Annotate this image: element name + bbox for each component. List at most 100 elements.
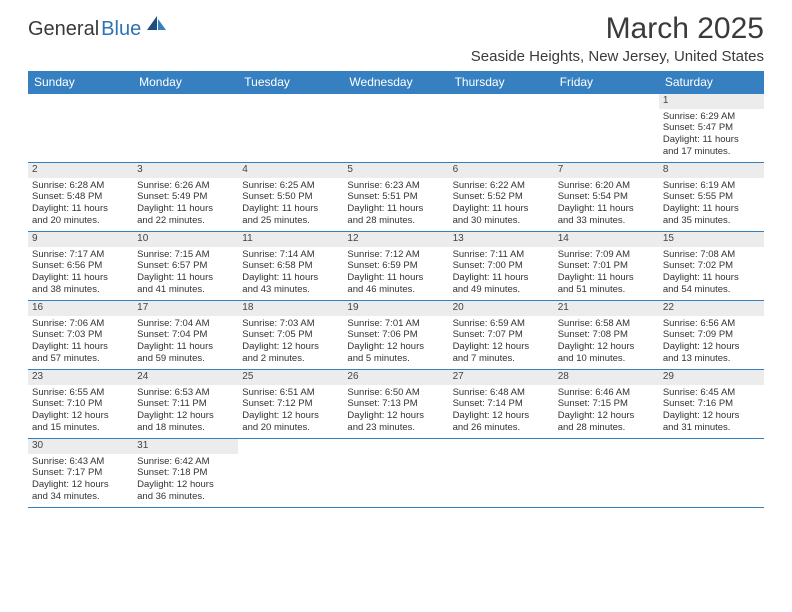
day-detail-ss: Sunset: 7:16 PM xyxy=(663,398,760,410)
day-cell: 28Sunrise: 6:46 AMSunset: 7:15 PMDayligh… xyxy=(554,370,659,438)
week-row: 2Sunrise: 6:28 AMSunset: 5:48 PMDaylight… xyxy=(28,163,764,232)
header: General Blue March 2025 Seaside Heights,… xyxy=(28,12,764,65)
day-cell xyxy=(28,94,133,162)
day-detail-dl1: Daylight: 12 hours xyxy=(663,341,760,353)
day-detail-sr: Sunrise: 6:23 AM xyxy=(347,180,444,192)
day-detail-dl1: Daylight: 11 hours xyxy=(453,203,550,215)
day-detail-sr: Sunrise: 6:42 AM xyxy=(137,456,234,468)
day-cell: 26Sunrise: 6:50 AMSunset: 7:13 PMDayligh… xyxy=(343,370,448,438)
day-detail-dl2: and 41 minutes. xyxy=(137,284,234,296)
day-detail-ss: Sunset: 5:54 PM xyxy=(558,191,655,203)
day-number: 22 xyxy=(659,301,764,316)
week-row: 23Sunrise: 6:55 AMSunset: 7:10 PMDayligh… xyxy=(28,370,764,439)
day-detail-dl2: and 2 minutes. xyxy=(242,353,339,365)
day-detail-ss: Sunset: 7:08 PM xyxy=(558,329,655,341)
day-detail-dl1: Daylight: 12 hours xyxy=(242,410,339,422)
day-detail-ss: Sunset: 7:07 PM xyxy=(453,329,550,341)
day-detail-sr: Sunrise: 7:17 AM xyxy=(32,249,129,261)
day-number: 26 xyxy=(343,370,448,385)
day-detail-dl1: Daylight: 11 hours xyxy=(347,203,444,215)
day-number: 12 xyxy=(343,232,448,247)
day-detail-dl1: Daylight: 11 hours xyxy=(558,203,655,215)
day-detail-ss: Sunset: 5:52 PM xyxy=(453,191,550,203)
day-number: 31 xyxy=(133,439,238,454)
day-cell: 10Sunrise: 7:15 AMSunset: 6:57 PMDayligh… xyxy=(133,232,238,300)
day-number: 18 xyxy=(238,301,343,316)
day-number: 27 xyxy=(449,370,554,385)
day-header-row: SundayMondayTuesdayWednesdayThursdayFrid… xyxy=(28,71,764,94)
day-cell: 4Sunrise: 6:25 AMSunset: 5:50 PMDaylight… xyxy=(238,163,343,231)
day-detail-dl1: Daylight: 11 hours xyxy=(137,272,234,284)
day-detail-dl1: Daylight: 11 hours xyxy=(663,134,760,146)
day-cell: 31 Sunrise: 6:42 AMSunset: 7:18 PMDayligh… xyxy=(133,439,238,507)
day-detail-ss: Sunset: 6:56 PM xyxy=(32,260,129,272)
day-detail-dl2: and 31 minutes. xyxy=(663,422,760,434)
day-detail-ss: Sunset: 7:18 PM xyxy=(137,467,234,479)
day-detail-sr: Sunrise: 6:50 AM xyxy=(347,387,444,399)
day-number: 10 xyxy=(133,232,238,247)
day-detail-ss: Sunset: 7:15 PM xyxy=(558,398,655,410)
day-cell: 30Sunrise: 6:43 AMSunset: 7:17 PMDayligh… xyxy=(28,439,133,507)
day-detail-ss: Sunset: 5:55 PM xyxy=(663,191,760,203)
day-header-cell: Tuesday xyxy=(238,71,343,94)
day-detail-dl1: Daylight: 11 hours xyxy=(32,272,129,284)
day-detail-dl1: Daylight: 11 hours xyxy=(453,272,550,284)
day-number: 4 xyxy=(238,163,343,178)
logo-text-blue: Blue xyxy=(101,18,141,41)
day-detail-dl1: Daylight: 12 hours xyxy=(558,410,655,422)
day-cell: 22Sunrise: 6:56 AMSunset: 7:09 PMDayligh… xyxy=(659,301,764,369)
day-detail-sr: Sunrise: 6:51 AM xyxy=(242,387,339,399)
day-detail-dl1: Daylight: 12 hours xyxy=(32,410,129,422)
day-detail-ss: Sunset: 7:13 PM xyxy=(347,398,444,410)
day-detail-sr: Sunrise: 6:55 AM xyxy=(32,387,129,399)
day-number: 28 xyxy=(554,370,659,385)
day-detail-dl2: and 59 minutes. xyxy=(137,353,234,365)
sail-icon xyxy=(145,15,167,38)
day-detail-ss: Sunset: 7:02 PM xyxy=(663,260,760,272)
day-detail-dl1: Daylight: 12 hours xyxy=(137,479,234,491)
day-number: 14 xyxy=(554,232,659,247)
day-detail-ss: Sunset: 5:47 PM xyxy=(663,122,760,134)
day-detail-dl2: and 57 minutes. xyxy=(32,353,129,365)
day-cell xyxy=(659,439,764,507)
day-cell: 19Sunrise: 7:01 AMSunset: 7:06 PMDayligh… xyxy=(343,301,448,369)
day-number: 11 xyxy=(238,232,343,247)
week-row: 1Sunrise: 6:29 AMSunset: 5:47 PMDaylight… xyxy=(28,94,764,163)
day-cell: 13Sunrise: 7:11 AMSunset: 7:00 PMDayligh… xyxy=(449,232,554,300)
day-number: 15 xyxy=(659,232,764,247)
logo-text-general: General xyxy=(28,18,99,41)
day-number: 20 xyxy=(449,301,554,316)
day-detail-ss: Sunset: 5:48 PM xyxy=(32,191,129,203)
day-header-cell: Saturday xyxy=(659,71,764,94)
day-detail-sr: Sunrise: 6:45 AM xyxy=(663,387,760,399)
day-detail-sr: Sunrise: 6:56 AM xyxy=(663,318,760,330)
day-detail-ss: Sunset: 6:59 PM xyxy=(347,260,444,272)
day-header-cell: Wednesday xyxy=(343,71,448,94)
day-cell: 24Sunrise: 6:53 AMSunset: 7:11 PMDayligh… xyxy=(133,370,238,438)
day-detail-dl2: and 35 minutes. xyxy=(663,215,760,227)
day-detail-dl1: Daylight: 12 hours xyxy=(32,479,129,491)
day-detail-sr: Sunrise: 6:29 AM xyxy=(663,111,760,123)
weeks-container: 1Sunrise: 6:29 AMSunset: 5:47 PMDaylight… xyxy=(28,94,764,508)
day-cell: 20Sunrise: 6:59 AMSunset: 7:07 PMDayligh… xyxy=(449,301,554,369)
day-detail-sr: Sunrise: 7:14 AM xyxy=(242,249,339,261)
day-detail-dl1: Daylight: 11 hours xyxy=(32,341,129,353)
day-detail-sr: Sunrise: 6:26 AM xyxy=(137,180,234,192)
day-detail-sr: Sunrise: 7:08 AM xyxy=(663,249,760,261)
day-number: 19 xyxy=(343,301,448,316)
day-number: 21 xyxy=(554,301,659,316)
day-detail-ss: Sunset: 7:17 PM xyxy=(32,467,129,479)
day-cell: 23Sunrise: 6:55 AMSunset: 7:10 PMDayligh… xyxy=(28,370,133,438)
day-cell xyxy=(554,94,659,162)
day-detail-dl2: and 25 minutes. xyxy=(242,215,339,227)
day-header-cell: Sunday xyxy=(28,71,133,94)
day-detail-sr: Sunrise: 6:58 AM xyxy=(558,318,655,330)
title-block: March 2025 Seaside Heights, New Jersey, … xyxy=(471,12,764,65)
day-cell: 3Sunrise: 6:26 AMSunset: 5:49 PMDaylight… xyxy=(133,163,238,231)
day-cell: 5Sunrise: 6:23 AMSunset: 5:51 PMDaylight… xyxy=(343,163,448,231)
day-detail-ss: Sunset: 7:10 PM xyxy=(32,398,129,410)
day-detail-ss: Sunset: 6:58 PM xyxy=(242,260,339,272)
day-cell: 21Sunrise: 6:58 AMSunset: 7:08 PMDayligh… xyxy=(554,301,659,369)
day-detail-dl1: Daylight: 11 hours xyxy=(558,272,655,284)
day-detail-ss: Sunset: 7:03 PM xyxy=(32,329,129,341)
